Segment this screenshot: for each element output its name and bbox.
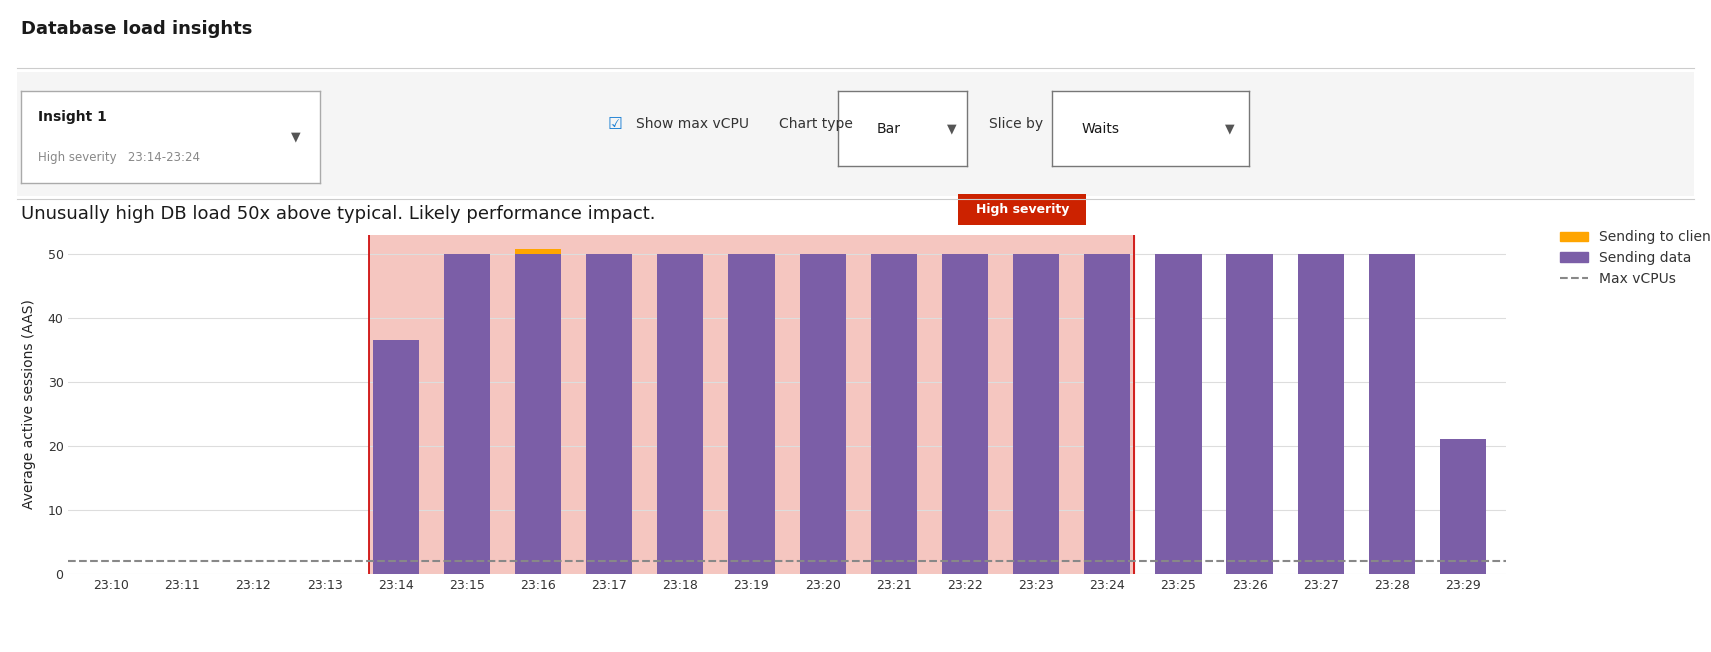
Text: High severity: High severity (975, 203, 1069, 216)
Bar (587, 254, 633, 574)
Bar (1155, 254, 1201, 574)
Bar (373, 340, 419, 574)
Legend: Sending to client, Sending data, Max vCPUs: Sending to client, Sending data, Max vCP… (1554, 225, 1711, 291)
Max vCPUs (173, 557, 193, 565)
Text: Unusually high DB load 50x above typical. Likely performance impact.: Unusually high DB load 50x above typical… (21, 205, 655, 224)
Y-axis label: Average active sessions (AAS): Average active sessions (AAS) (22, 299, 36, 509)
Text: ☑: ☑ (607, 115, 623, 133)
Max vCPUs (101, 557, 121, 565)
Bar (1227, 254, 1273, 574)
Bar (871, 254, 917, 574)
Bar (799, 254, 845, 574)
Text: ▼: ▼ (946, 123, 956, 135)
Bar (515, 254, 561, 574)
Bar (1441, 439, 1487, 574)
Text: High severity   23:14-23:24: High severity 23:14-23:24 (38, 151, 200, 164)
Text: ▼: ▼ (1225, 123, 1234, 135)
Text: Database load insights: Database load insights (21, 20, 252, 38)
Bar (1297, 254, 1343, 574)
Bar (1369, 254, 1415, 574)
Bar (443, 254, 489, 574)
Bar (1085, 254, 1131, 574)
Bar (1013, 254, 1059, 574)
Bar (515, 249, 561, 254)
Bar (370, 235, 1134, 574)
Bar (941, 254, 987, 574)
Bar (729, 254, 775, 574)
Text: Slice by: Slice by (989, 117, 1044, 131)
Bar (657, 254, 703, 574)
Text: Show max vCPU: Show max vCPU (636, 117, 749, 131)
Text: Insight 1: Insight 1 (38, 110, 108, 124)
Text: Bar: Bar (876, 122, 902, 136)
Text: Chart type: Chart type (779, 117, 852, 131)
Text: Waits: Waits (1081, 122, 1119, 136)
Text: ▼: ▼ (291, 130, 301, 143)
